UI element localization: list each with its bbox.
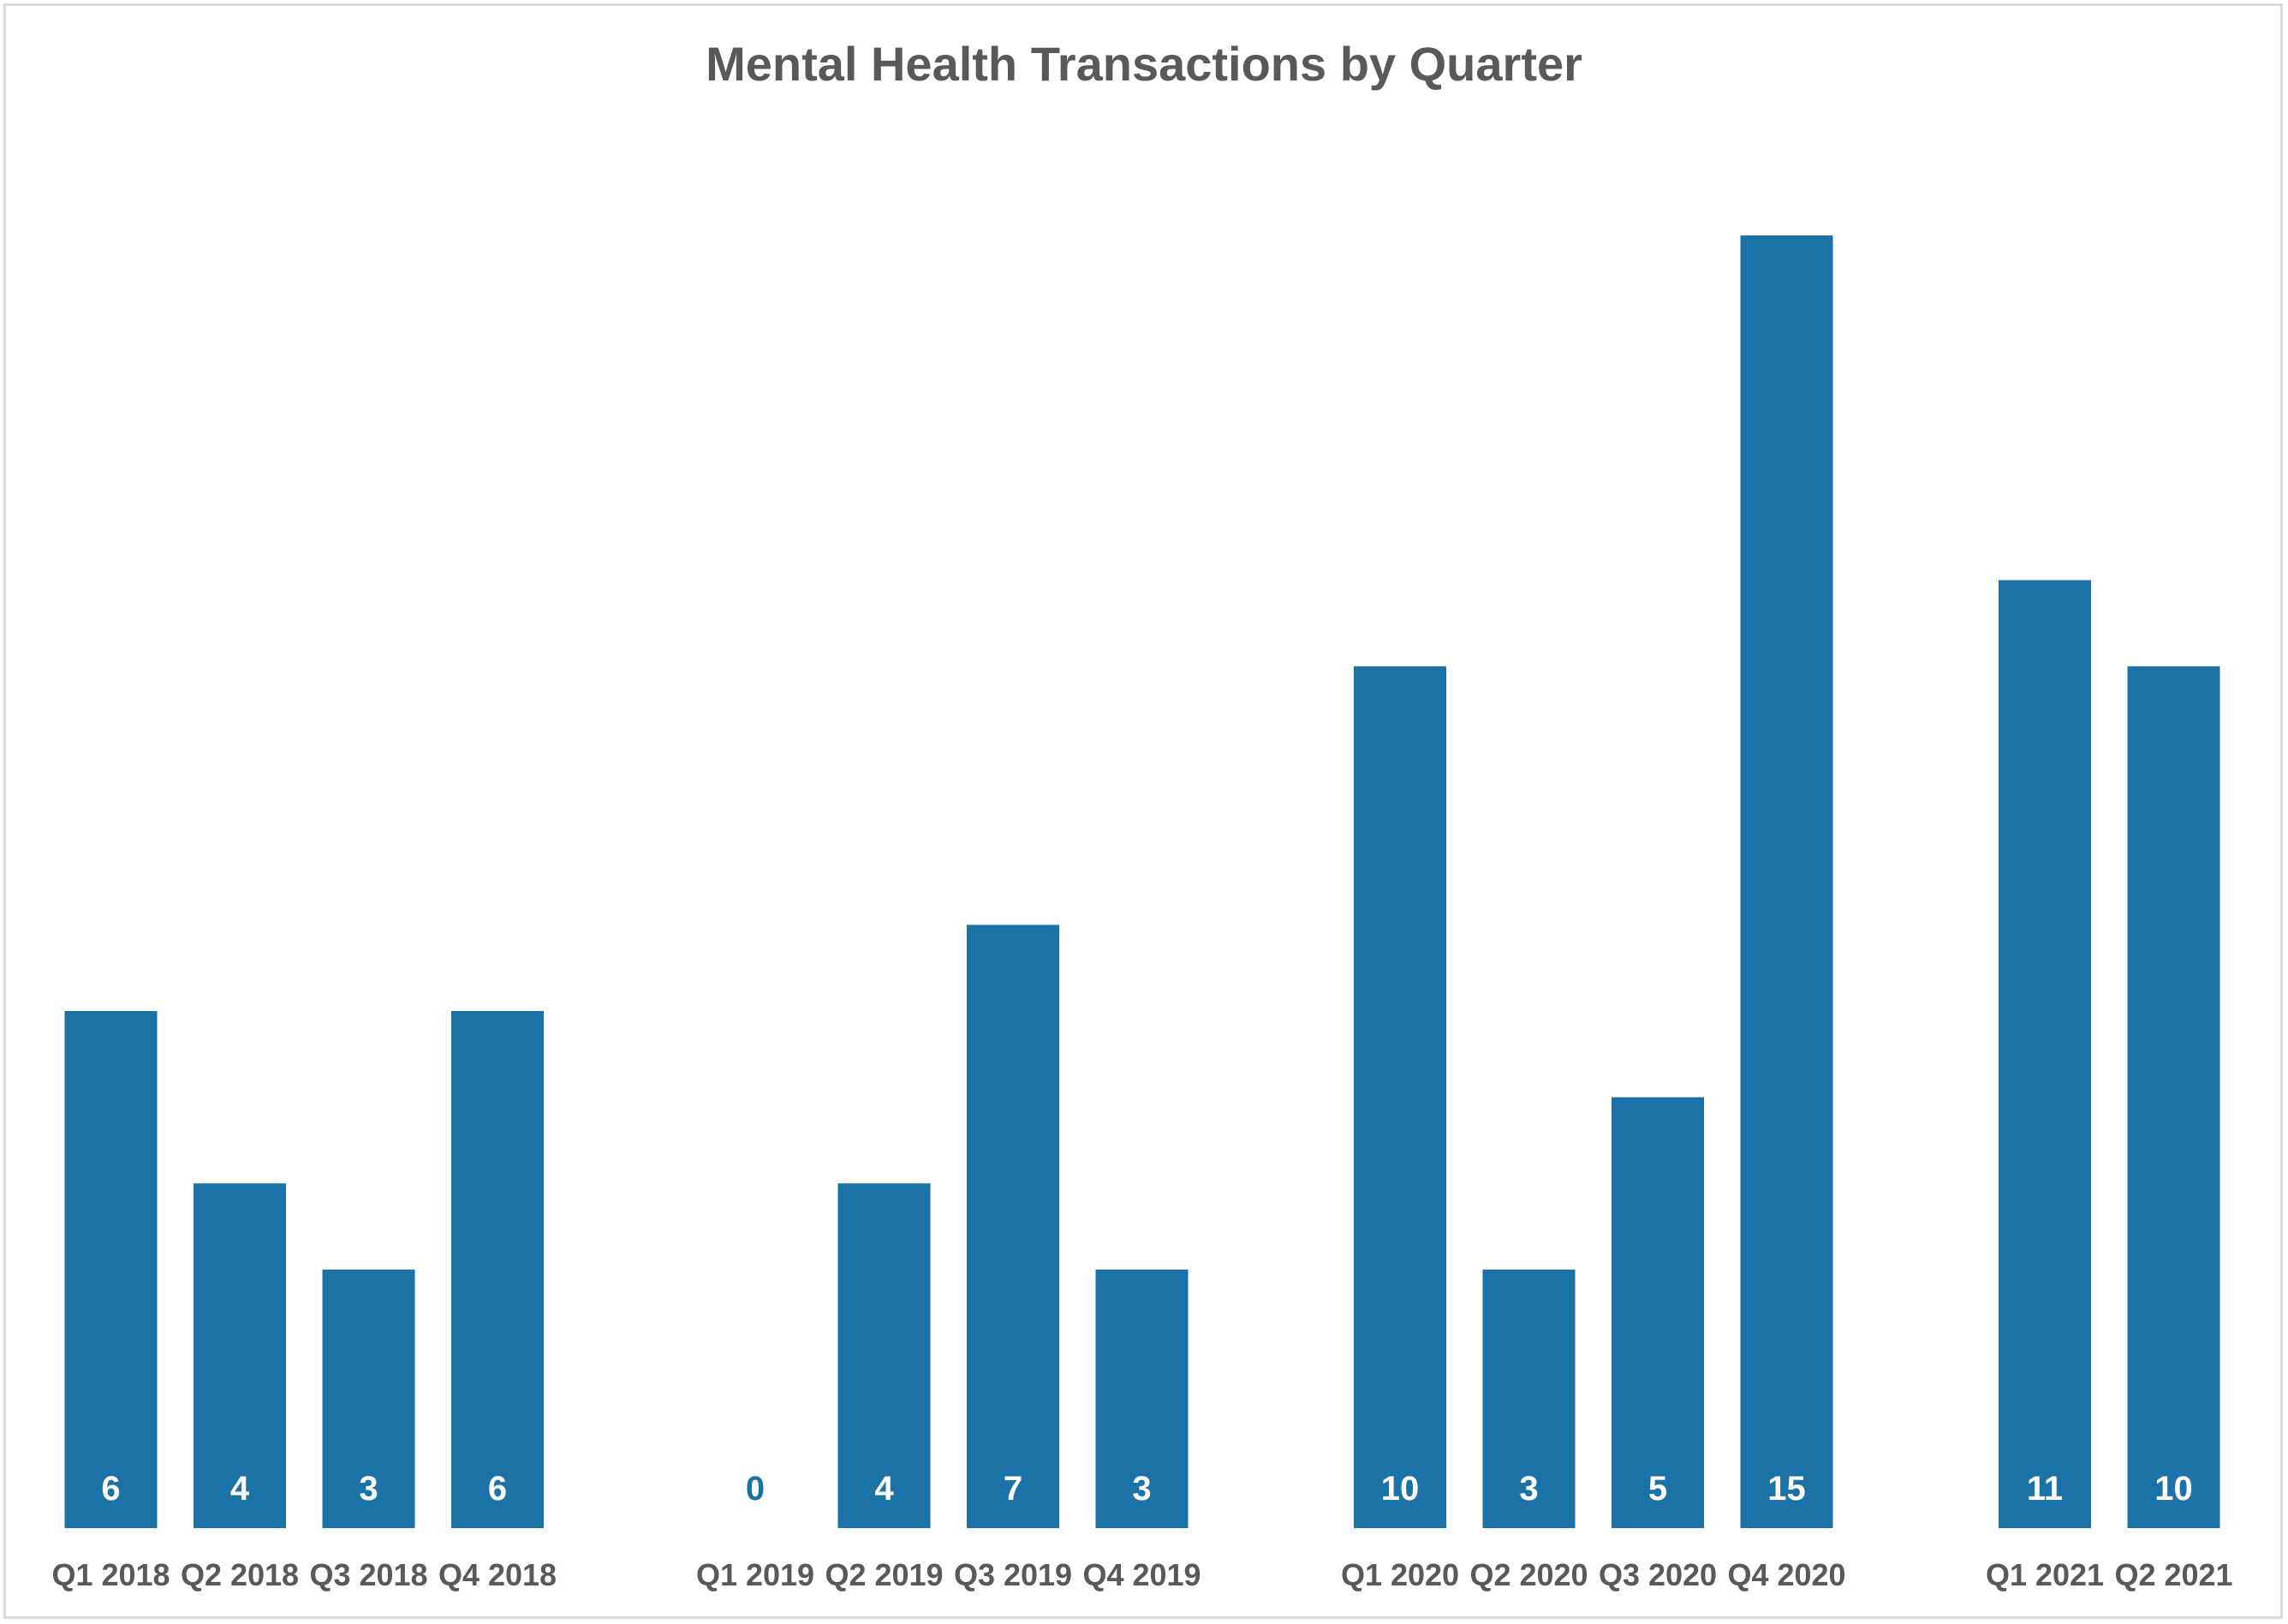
data-label: 7 (1004, 1470, 1022, 1508)
bar-q2-2020 (1482, 1270, 1576, 1528)
bar-q3-2018 (322, 1270, 415, 1528)
bar-q1-2018 (64, 1011, 158, 1528)
data-label: 6 (101, 1470, 120, 1508)
data-label: 3 (1132, 1470, 1151, 1508)
x-tick-label: Q4 2019 (1082, 1557, 1201, 1592)
bar-q4-2020 (1740, 235, 1833, 1528)
data-label: 3 (359, 1470, 378, 1508)
data-label: 6 (488, 1470, 507, 1508)
x-tick-label: Q1 2020 (1341, 1557, 1459, 1592)
x-tick-label: Q2 2020 (1469, 1557, 1588, 1592)
data-label: 4 (874, 1470, 894, 1508)
data-label: 10 (2154, 1470, 2193, 1508)
bar-q1-2021 (1999, 580, 2091, 1529)
bar-q3-2020 (1612, 1097, 1704, 1528)
x-tick-label: Q4 2018 (438, 1557, 557, 1592)
x-tick-label: Q1 2021 (1986, 1557, 2104, 1592)
data-label: 0 (746, 1470, 765, 1508)
x-tick-label: Q2 2019 (825, 1557, 943, 1592)
data-label: 3 (1519, 1470, 1538, 1508)
x-tick-label: Q2 2018 (181, 1557, 299, 1592)
x-tick-label: Q1 2019 (696, 1557, 814, 1592)
data-label: 4 (230, 1470, 250, 1508)
data-label: 5 (1648, 1470, 1667, 1508)
x-tick-label: Q2 2021 (2114, 1557, 2232, 1592)
x-tick-label: Q3 2020 (1599, 1557, 1717, 1592)
data-label: 11 (2027, 1470, 2063, 1508)
bar-q3-2019 (967, 925, 1059, 1528)
x-tick-label: Q4 2020 (1727, 1557, 1845, 1592)
x-tick-label: Q3 2018 (309, 1557, 427, 1592)
bar-q4-2019 (1095, 1270, 1189, 1528)
data-label: 10 (1381, 1470, 1420, 1508)
bar-q2-2018 (194, 1183, 286, 1528)
data-label: 15 (1767, 1470, 1806, 1508)
bar-q1-2020 (1354, 666, 1446, 1528)
chart-title: Mental Health Transactions by Quarter (706, 37, 1582, 91)
x-tick-label: Q1 2018 (51, 1557, 170, 1592)
x-tick-label: Q3 2019 (954, 1557, 1072, 1592)
bar-q2-2019 (837, 1183, 931, 1528)
bar-q2-2021 (2127, 666, 2220, 1528)
bar-q4-2018 (451, 1011, 544, 1528)
